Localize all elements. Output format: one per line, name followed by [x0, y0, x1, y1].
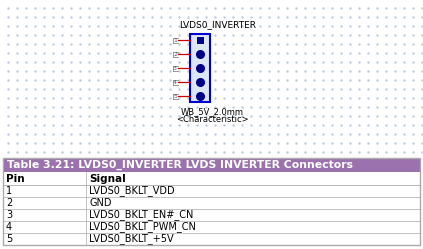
- Text: 5: 5: [173, 94, 177, 99]
- Bar: [3, 221, 420, 233]
- Text: 5: 5: [6, 234, 12, 244]
- Text: 4: 4: [173, 80, 177, 85]
- Text: <Characteristic>: <Characteristic>: [176, 115, 248, 124]
- Bar: [3, 233, 420, 245]
- Text: Signal: Signal: [89, 174, 126, 184]
- Text: LVDS0_INVERTER: LVDS0_INVERTER: [179, 20, 256, 29]
- Text: WB_5V_2.0mm: WB_5V_2.0mm: [181, 107, 244, 116]
- Text: 1: 1: [6, 186, 12, 196]
- Text: 2: 2: [173, 52, 177, 57]
- Text: 4: 4: [6, 222, 12, 232]
- Text: LVDS0_BKLT_+5V: LVDS0_BKLT_+5V: [89, 234, 174, 245]
- Text: 3: 3: [173, 66, 177, 71]
- Text: LVDS0_BKLT_VDD: LVDS0_BKLT_VDD: [89, 186, 175, 196]
- Text: Pin: Pin: [6, 174, 25, 184]
- Text: LVDS0_BKLT_EN#_CN: LVDS0_BKLT_EN#_CN: [89, 210, 194, 220]
- Bar: [3, 209, 420, 221]
- Text: Table 3.21: LVDS0_INVERTER LVDS INVERTER Connectors: Table 3.21: LVDS0_INVERTER LVDS INVERTER…: [7, 160, 353, 170]
- Bar: [3, 158, 420, 172]
- Bar: [3, 158, 420, 245]
- Bar: [3, 185, 420, 197]
- Text: 3: 3: [6, 210, 12, 220]
- Bar: [190, 34, 210, 102]
- Bar: [197, 37, 203, 44]
- Text: LVDS0_BKLT_PWM_CN: LVDS0_BKLT_PWM_CN: [89, 222, 196, 233]
- Bar: [3, 197, 420, 209]
- Bar: [3, 172, 420, 185]
- Text: 2: 2: [6, 198, 12, 208]
- Text: 1: 1: [173, 38, 177, 43]
- Text: GND: GND: [89, 198, 112, 208]
